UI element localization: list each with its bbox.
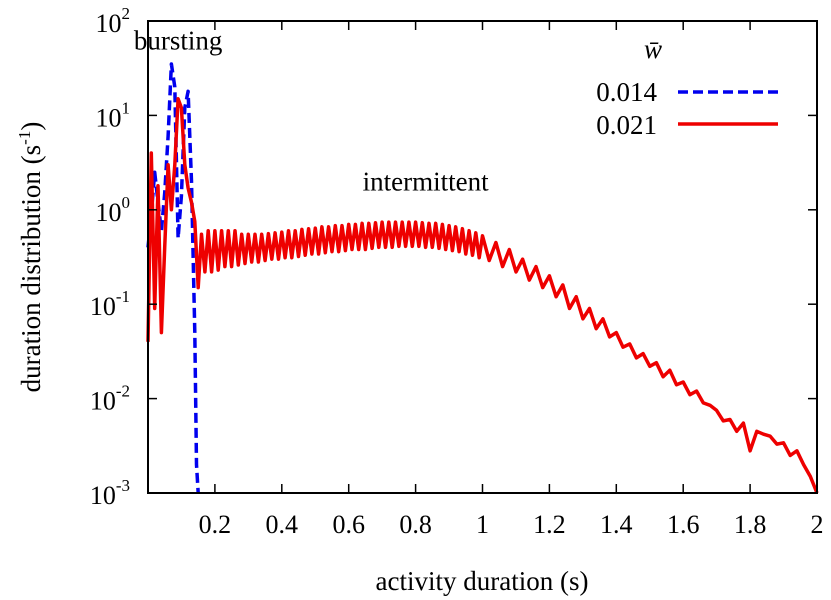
y-tick-exp: -3	[116, 476, 130, 495]
x-tick-label: 0.8	[399, 510, 432, 539]
y-tick-base: 10	[96, 198, 122, 227]
x-tick-label: 2	[811, 510, 824, 539]
y-tick-label: 10-2	[90, 382, 130, 416]
y-tick-exp: 1	[122, 98, 131, 117]
x-ticks: 0.2 0.4 0.6 0.8 1 1.2 1.4 1.6 1.8 2	[199, 21, 824, 539]
x-tick-label: 0.2	[199, 510, 232, 539]
x-tick-label: 1.8	[734, 510, 767, 539]
y-tick-exp: -2	[116, 382, 130, 401]
y-tick-exp: 2	[122, 4, 131, 23]
y-axis-title-close: )	[16, 122, 46, 131]
y-tick-label: 102	[96, 4, 131, 38]
y-tick-exp: 0	[122, 193, 131, 212]
y-tick-label: 10-1	[90, 287, 130, 321]
x-tick-label: 1	[476, 510, 489, 539]
legend-label-1: 0.021	[596, 110, 657, 140]
x-axis-title: activity duration (s)	[376, 566, 589, 596]
x-tick-label: 0.4	[266, 510, 299, 539]
y-tick-exp: -1	[116, 287, 130, 306]
y-axis-title-exp: -1	[15, 131, 34, 145]
y-tick-label: 10-3	[90, 476, 130, 510]
y-tick-base: 10	[90, 387, 116, 416]
legend: w̄ 0.014 0.021	[596, 34, 778, 140]
y-tick-label: 100	[96, 193, 131, 227]
series-layer	[146, 62, 819, 494]
x-tick-label: 1.4	[600, 510, 633, 539]
series-line-1	[146, 97, 819, 494]
annotation-intermittent: intermittent	[363, 167, 489, 197]
x-tick-label: 0.6	[332, 510, 365, 539]
annotation-bursting: bursting	[134, 25, 223, 55]
y-tick-base: 10	[96, 103, 122, 132]
y-tick-base: 10	[90, 292, 116, 321]
legend-title: w̄	[644, 34, 662, 64]
legend-label-0: 0.014	[596, 77, 657, 107]
y-tick-base: 10	[96, 9, 122, 38]
y-tick-base: 10	[90, 481, 116, 510]
x-tick-label: 1.6	[667, 510, 700, 539]
x-tick-label: 1.2	[533, 510, 566, 539]
y-tick-label: 101	[96, 98, 131, 132]
y-axis-title-main: duration distribution (s	[16, 145, 46, 392]
y-axis-title: duration distribution (s-1)	[15, 122, 46, 393]
